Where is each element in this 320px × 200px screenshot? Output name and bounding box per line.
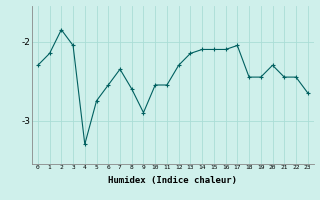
X-axis label: Humidex (Indice chaleur): Humidex (Indice chaleur) bbox=[108, 176, 237, 185]
